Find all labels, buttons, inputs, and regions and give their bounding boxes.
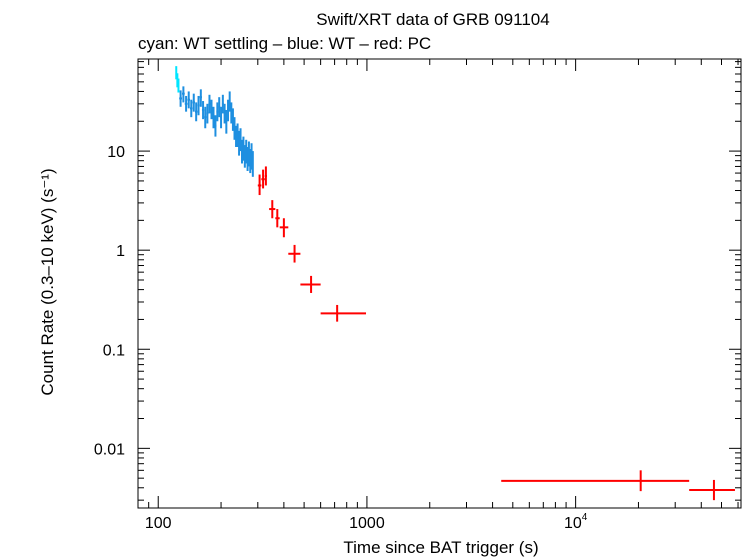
plot-frame <box>137 58 742 509</box>
x-axis-label: Time since BAT trigger (s) <box>343 538 538 557</box>
data-point <box>230 102 233 124</box>
y-axis-label: Count Rate (0.3–10 keV) (s⁻¹) <box>38 168 57 395</box>
data-point <box>212 106 215 129</box>
data-point <box>223 103 226 124</box>
data-point <box>210 99 213 120</box>
data-point <box>208 94 211 114</box>
data-point <box>264 166 267 186</box>
x-tick-label: 1000 <box>349 515 385 532</box>
data-point <box>201 101 205 120</box>
data-point <box>501 470 690 492</box>
data-point <box>199 89 202 107</box>
y-tick-label: 0.1 <box>103 342 125 359</box>
x-tick-label: 100 <box>145 515 172 532</box>
data-point <box>214 115 217 137</box>
data-point <box>182 86 185 103</box>
data-point <box>190 99 193 118</box>
series-wt <box>179 86 254 177</box>
axis-tick-labels: 100 1000 104 0.01 0.1 1 10 <box>94 144 588 532</box>
data-point <box>231 108 234 131</box>
data-point <box>227 99 230 122</box>
data-point <box>235 125 238 147</box>
data-point <box>179 90 183 107</box>
data-point <box>204 106 207 129</box>
data-point <box>269 200 276 219</box>
series-pc <box>257 166 735 501</box>
data-point <box>197 95 200 116</box>
data-point <box>184 95 188 112</box>
y-tick-label: 0.01 <box>94 441 125 458</box>
data-point <box>206 103 209 124</box>
data-point <box>192 93 195 112</box>
data-point <box>220 106 223 129</box>
data-point <box>216 102 219 122</box>
series-wt-settling <box>175 66 180 93</box>
data-points <box>175 66 735 501</box>
data-point <box>225 109 228 134</box>
data-point <box>187 91 191 109</box>
data-point <box>275 209 280 228</box>
data-point <box>300 275 321 293</box>
data-point <box>689 479 735 501</box>
axis-ticks <box>137 59 741 508</box>
chart-subtitle: cyan: WT settling – blue: WT – red: PC <box>138 34 431 53</box>
data-point <box>175 66 178 80</box>
data-point <box>177 78 180 93</box>
data-point <box>194 102 198 122</box>
data-point <box>251 151 254 177</box>
data-point <box>228 91 231 112</box>
data-point <box>279 218 289 238</box>
data-point <box>257 174 262 196</box>
data-point <box>221 94 224 114</box>
data-point <box>288 244 301 263</box>
data-point <box>261 169 265 189</box>
data-point <box>218 97 221 118</box>
y-tick-label: 1 <box>116 243 125 260</box>
chart-title: Swift/XRT data of GRB 091104 <box>316 10 549 29</box>
y-tick-label: 10 <box>107 144 125 161</box>
data-point <box>233 117 236 140</box>
x-tick-label: 104 <box>564 512 588 532</box>
data-point <box>320 304 367 322</box>
